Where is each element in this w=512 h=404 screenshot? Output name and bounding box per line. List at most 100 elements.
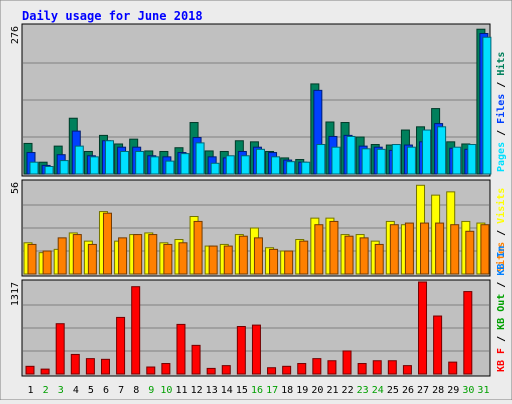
bar <box>404 222 414 275</box>
bar <box>223 245 233 275</box>
bar <box>89 156 99 175</box>
bar <box>29 161 39 175</box>
bar <box>450 224 460 275</box>
panel-legend: KB F / KB Out / KB In <box>496 246 507 372</box>
bar <box>387 360 397 375</box>
legend-part: Visits <box>495 188 507 224</box>
day-label: 9 <box>148 385 154 396</box>
bar <box>161 363 171 375</box>
day-label: 26 <box>402 385 414 396</box>
bar <box>299 240 309 275</box>
bar <box>87 243 97 275</box>
day-label: 4 <box>73 385 79 396</box>
bar <box>359 237 369 275</box>
bar <box>463 291 473 375</box>
day-label: 1 <box>28 385 34 396</box>
bar <box>433 315 443 375</box>
bar <box>255 148 265 175</box>
bar <box>269 248 279 275</box>
bar <box>316 144 326 175</box>
bar <box>176 323 186 375</box>
bar <box>102 212 112 275</box>
bar <box>240 155 250 175</box>
bar <box>148 234 158 275</box>
day-label: 2 <box>43 385 49 396</box>
bar <box>402 365 412 375</box>
bar <box>116 316 126 375</box>
legend-part: KB Out <box>496 294 507 330</box>
y-max-label: 276 <box>10 26 21 44</box>
bar <box>25 365 35 375</box>
bar <box>437 126 447 175</box>
panel-legend: Pages / Files / Hits <box>495 52 507 172</box>
day-label: 5 <box>88 385 94 396</box>
bar <box>55 323 65 375</box>
bar <box>165 160 175 175</box>
bar <box>327 360 337 375</box>
bar <box>452 146 462 175</box>
bar <box>195 142 205 175</box>
bar <box>70 353 80 375</box>
bar <box>329 220 339 275</box>
legend-part: / <box>496 76 507 94</box>
panel-3: 1317 KB F / KB Out / KB In <box>10 246 507 377</box>
day-label: 18 <box>281 385 293 396</box>
series-pages <box>29 36 492 175</box>
bar <box>163 243 173 275</box>
bar <box>85 358 95 375</box>
series-sites <box>27 212 490 275</box>
bar <box>133 234 143 275</box>
day-label: 12 <box>191 385 203 396</box>
bar <box>422 129 432 175</box>
bar <box>208 245 218 275</box>
bar <box>238 235 248 275</box>
bar <box>251 324 261 375</box>
bar <box>406 146 416 175</box>
legend-part: / <box>496 330 507 348</box>
bar <box>271 156 281 175</box>
bar <box>344 235 354 275</box>
bar <box>210 162 220 175</box>
day-label: 17 <box>266 385 278 396</box>
bar <box>376 148 386 175</box>
bar <box>342 350 352 375</box>
panel-1: 276 Pages / Files / Hits <box>10 23 507 177</box>
legend-part: / <box>496 276 507 294</box>
day-labels: 1 2 3 4 5 6 7 8 9 10 11 12 13 14 15 16 17 18 19 20 21 22 23 24 2… <box>28 385 490 396</box>
day-label: 8 <box>133 385 139 396</box>
bar <box>146 366 156 375</box>
series-kb-f <box>25 281 473 375</box>
bar <box>150 156 160 175</box>
panel-legend: Sites / Visits <box>495 188 507 272</box>
day-label: 22 <box>342 385 354 396</box>
bar <box>374 243 384 275</box>
bar <box>191 344 201 375</box>
bar <box>104 140 114 175</box>
day-label: 28 <box>432 385 444 396</box>
bar <box>42 250 52 275</box>
legend-part: KB In <box>496 246 507 276</box>
bar <box>312 358 322 375</box>
bar <box>465 230 475 275</box>
day-label: 16 <box>251 385 263 396</box>
bar <box>420 222 430 275</box>
day-label: 3 <box>58 385 64 396</box>
bar <box>100 358 110 375</box>
bar <box>120 150 130 175</box>
bar <box>467 144 477 175</box>
bar <box>331 146 341 175</box>
day-label: 23 <box>357 385 369 396</box>
day-label: 19 <box>296 385 308 396</box>
bar <box>118 237 128 275</box>
day-label: 14 <box>221 385 233 396</box>
bar <box>135 150 145 175</box>
chart-title: Daily usage for June 2018 <box>22 9 203 23</box>
bar <box>284 250 294 275</box>
legend-part: Pages <box>496 142 507 172</box>
legend-part: Hits <box>495 52 507 76</box>
bar <box>314 224 324 275</box>
day-label: 20 <box>311 385 323 396</box>
legend-part: KB F <box>496 348 507 372</box>
legend-part: Files <box>495 94 507 124</box>
